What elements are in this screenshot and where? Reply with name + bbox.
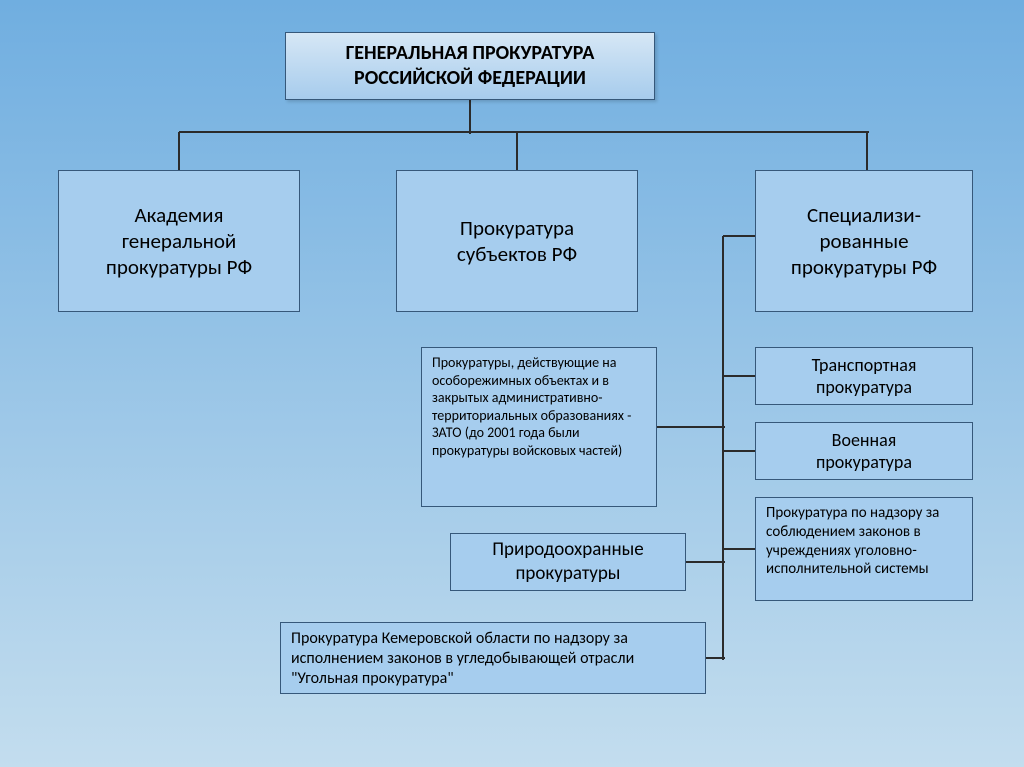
node-transport: Транспортная прокуратура bbox=[755, 347, 973, 405]
connector-root_bottom bbox=[469, 100, 471, 134]
connector-to_coal bbox=[706, 657, 725, 659]
node-label: Прокуратура Кемеровской области по надзо… bbox=[291, 629, 695, 689]
connector-to_zato bbox=[657, 426, 725, 428]
connector-to_subjects bbox=[516, 132, 518, 172]
node-coal: Прокуратура Кемеровской области по надзо… bbox=[280, 622, 706, 694]
node-specialized: Специализи- рованные прокуратуры РФ bbox=[755, 170, 973, 312]
node-label: Прокуратуры, действующие на особорежимны… bbox=[432, 354, 646, 459]
connector-spec_trunk bbox=[722, 236, 724, 660]
node-zato: Прокуратуры, действующие на особорежимны… bbox=[421, 347, 657, 507]
node-label: Специализи- рованные прокуратуры РФ bbox=[791, 202, 937, 281]
node-penal: Прокуратура по надзору за соблюдением за… bbox=[755, 497, 973, 601]
node-root: ГЕНЕРАЛЬНАЯ ПРОКУРАТУРА РОССИЙСКОЙ ФЕДЕР… bbox=[285, 32, 655, 100]
node-subjects: Прокуратура субъектов РФ bbox=[396, 170, 638, 312]
connector-hbar_top bbox=[179, 131, 869, 133]
node-label: ГЕНЕРАЛЬНАЯ ПРОКУРАТУРА РОССИЙСКОЙ ФЕДЕР… bbox=[346, 41, 595, 91]
node-nature: Природоохранные прокуратуры bbox=[450, 533, 686, 591]
node-label: Транспортная прокуратура bbox=[812, 354, 917, 399]
connector-spec_top_h bbox=[723, 235, 757, 237]
connector-to_academy bbox=[178, 132, 180, 172]
node-military: Военная прокуратура bbox=[755, 422, 973, 480]
connector-to_transport bbox=[723, 375, 757, 377]
node-label: Прокуратура субъектов РФ bbox=[457, 215, 577, 268]
connector-to_specialized bbox=[866, 132, 868, 172]
node-label: Академия генеральной прокуратуры РФ bbox=[106, 202, 252, 281]
connector-to_nature bbox=[686, 561, 725, 563]
connector-to_military bbox=[723, 450, 757, 452]
node-label: Прокуратура по надзору за соблюдением за… bbox=[766, 504, 962, 579]
connector-to_penal bbox=[723, 548, 757, 550]
node-label: Природоохранные прокуратуры bbox=[492, 538, 644, 586]
node-label: Военная прокуратура bbox=[816, 429, 912, 474]
node-academy: Академия генеральной прокуратуры РФ bbox=[58, 170, 300, 312]
